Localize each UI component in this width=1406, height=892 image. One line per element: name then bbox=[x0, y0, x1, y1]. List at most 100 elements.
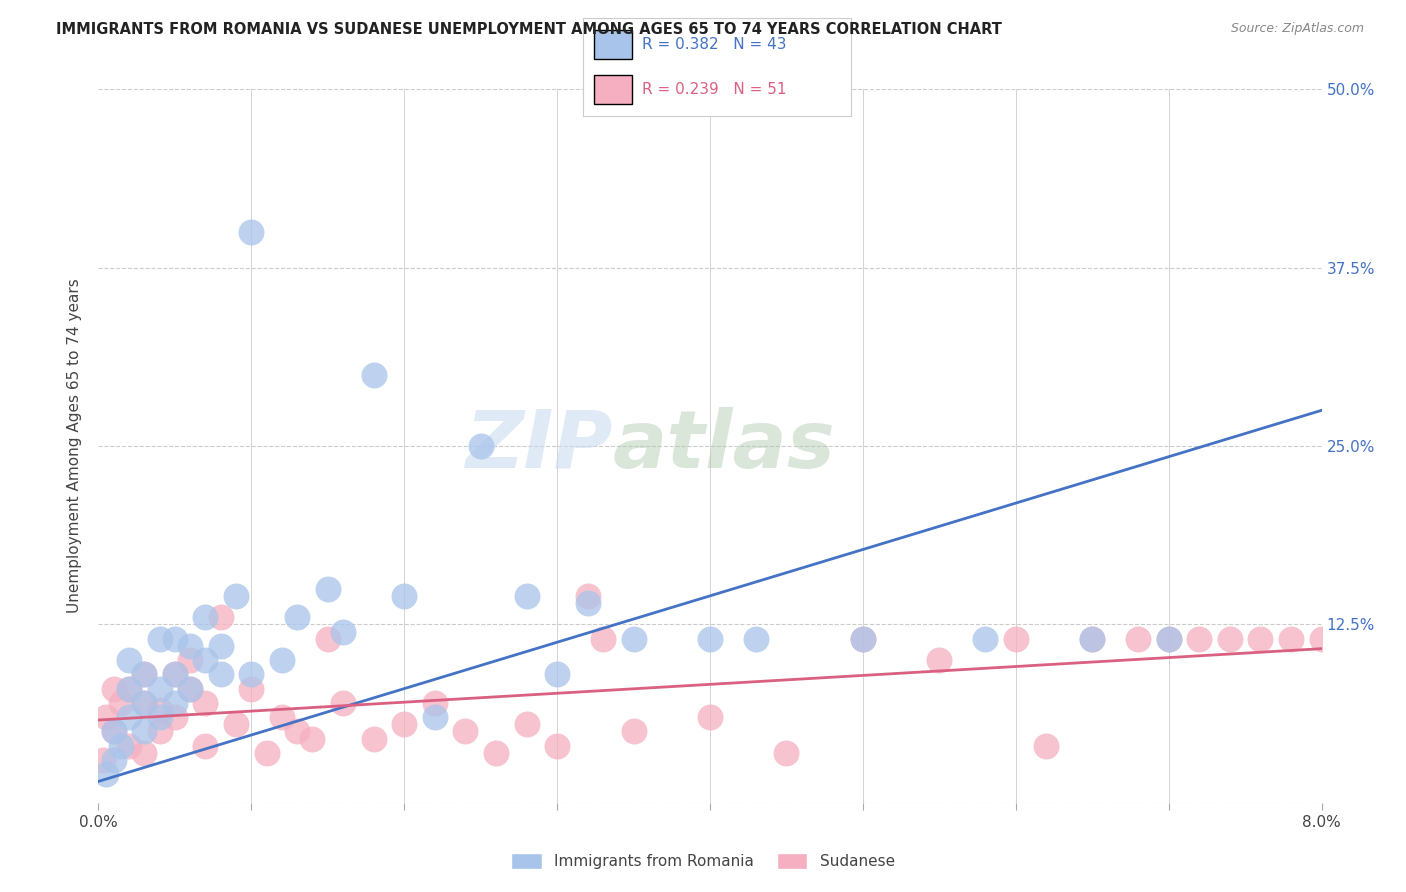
Point bbox=[103, 681, 125, 696]
Point bbox=[546, 667, 568, 681]
Point bbox=[1157, 632, 1180, 646]
Point bbox=[163, 710, 186, 724]
Point bbox=[225, 589, 247, 603]
Point bbox=[91, 753, 114, 767]
Point bbox=[118, 681, 141, 696]
Text: ZIP: ZIP bbox=[465, 407, 612, 485]
Point bbox=[852, 632, 875, 646]
Point bbox=[332, 624, 354, 639]
Point bbox=[1035, 739, 1057, 753]
Point bbox=[470, 439, 492, 453]
Point bbox=[134, 696, 156, 710]
Point bbox=[1279, 632, 1302, 646]
Point bbox=[699, 632, 721, 646]
Point bbox=[240, 225, 263, 239]
Point bbox=[94, 710, 117, 724]
Point bbox=[179, 681, 201, 696]
Point bbox=[928, 653, 950, 667]
Point bbox=[699, 710, 721, 724]
Point bbox=[103, 753, 125, 767]
Point bbox=[256, 746, 278, 760]
Point bbox=[149, 681, 172, 696]
Point bbox=[149, 724, 172, 739]
Point bbox=[118, 653, 141, 667]
Point bbox=[485, 746, 508, 760]
Point bbox=[134, 746, 156, 760]
Point bbox=[118, 681, 141, 696]
Point bbox=[301, 731, 323, 746]
Point bbox=[775, 746, 797, 760]
Point bbox=[209, 639, 232, 653]
Point bbox=[1128, 632, 1150, 646]
FancyBboxPatch shape bbox=[595, 29, 631, 59]
Point bbox=[163, 667, 186, 681]
Point bbox=[974, 632, 997, 646]
Point bbox=[852, 632, 875, 646]
Point bbox=[423, 710, 446, 724]
Point bbox=[623, 724, 645, 739]
Point bbox=[194, 653, 217, 667]
Point bbox=[392, 589, 416, 603]
Point bbox=[1081, 632, 1104, 646]
Text: R = 0.239   N = 51: R = 0.239 N = 51 bbox=[643, 82, 787, 97]
Text: IMMIGRANTS FROM ROMANIA VS SUDANESE UNEMPLOYMENT AMONG AGES 65 TO 74 YEARS CORRE: IMMIGRANTS FROM ROMANIA VS SUDANESE UNEM… bbox=[56, 22, 1002, 37]
Point bbox=[270, 710, 294, 724]
Point bbox=[363, 368, 385, 382]
Point bbox=[623, 632, 645, 646]
Point bbox=[94, 767, 117, 781]
Point bbox=[516, 589, 538, 603]
Point bbox=[134, 667, 156, 681]
FancyBboxPatch shape bbox=[595, 75, 631, 104]
Point bbox=[110, 696, 132, 710]
Point bbox=[1081, 632, 1104, 646]
Point bbox=[516, 717, 538, 731]
Point bbox=[179, 639, 201, 653]
Point bbox=[209, 610, 232, 624]
Point bbox=[745, 632, 768, 646]
Point bbox=[576, 589, 599, 603]
Point bbox=[103, 724, 125, 739]
Point bbox=[1249, 632, 1271, 646]
Y-axis label: Unemployment Among Ages 65 to 74 years: Unemployment Among Ages 65 to 74 years bbox=[67, 278, 83, 614]
Point bbox=[149, 632, 172, 646]
Point bbox=[118, 739, 141, 753]
Point bbox=[110, 739, 132, 753]
Point bbox=[316, 632, 339, 646]
Point bbox=[546, 739, 568, 753]
Text: R = 0.382   N = 43: R = 0.382 N = 43 bbox=[643, 37, 787, 52]
Point bbox=[592, 632, 614, 646]
Point bbox=[285, 724, 308, 739]
Point bbox=[179, 681, 201, 696]
Point bbox=[1310, 632, 1333, 646]
Text: Source: ZipAtlas.com: Source: ZipAtlas.com bbox=[1230, 22, 1364, 36]
Text: atlas: atlas bbox=[612, 407, 835, 485]
Point bbox=[163, 632, 186, 646]
Point bbox=[179, 653, 201, 667]
Point bbox=[1157, 632, 1180, 646]
Point bbox=[103, 724, 125, 739]
Point bbox=[194, 739, 217, 753]
Point bbox=[392, 717, 416, 731]
Point bbox=[194, 696, 217, 710]
Point bbox=[209, 667, 232, 681]
Point bbox=[1004, 632, 1026, 646]
Point bbox=[285, 610, 308, 624]
Point bbox=[134, 724, 156, 739]
Point bbox=[194, 610, 217, 624]
Point bbox=[149, 710, 172, 724]
Point bbox=[240, 667, 263, 681]
Point bbox=[423, 696, 446, 710]
Point bbox=[576, 596, 599, 610]
Point bbox=[240, 681, 263, 696]
Point bbox=[149, 703, 172, 717]
Point bbox=[163, 696, 186, 710]
Point bbox=[118, 710, 141, 724]
Point bbox=[1219, 632, 1241, 646]
Point bbox=[363, 731, 385, 746]
Point bbox=[134, 696, 156, 710]
Point bbox=[270, 653, 294, 667]
Point bbox=[316, 582, 339, 596]
Legend: Immigrants from Romania, Sudanese: Immigrants from Romania, Sudanese bbox=[505, 847, 901, 875]
Point bbox=[332, 696, 354, 710]
Point bbox=[134, 667, 156, 681]
